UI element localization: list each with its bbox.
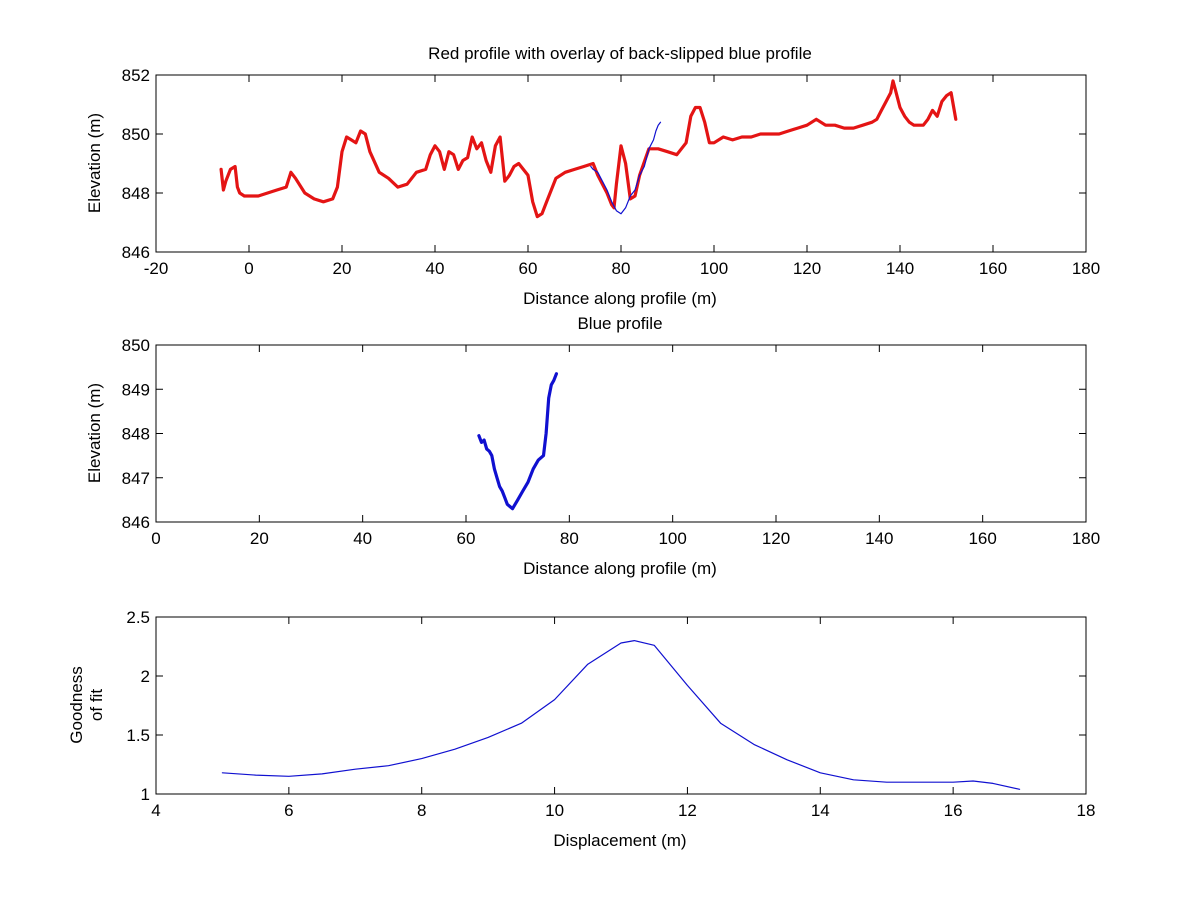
y-axis-label: Goodness of fit (67, 666, 106, 744)
series-group (477, 372, 559, 511)
x-tick-label: 16 (944, 801, 963, 820)
x-tick-label: 120 (793, 259, 821, 278)
blue-profile-panel: Blue profile 0 20 40 60 80 100 120 140 160 180 846… (85, 314, 1100, 578)
tick-group: 0 20 40 60 80 100 120 140 160 180 846 847 848 849 850 (122, 336, 1101, 548)
x-tick-label: 80 (612, 259, 631, 278)
series-group (219, 79, 958, 219)
y-tick-label: 848 (122, 184, 150, 203)
x-tick-label: 120 (762, 529, 790, 548)
y-tick-label: 848 (122, 425, 150, 444)
y-tick-label: 1 (141, 785, 150, 804)
x-tick-label: 180 (1072, 529, 1100, 548)
goodness-of-fit-line (221, 639, 1021, 790)
x-axis-label: Distance along profile (m) (523, 559, 717, 578)
tick-group: -20 0 20 40 60 80 100 120 140 160 180 846 848 850 852 (122, 66, 1101, 278)
x-axis-label: Distance along profile (m) (523, 289, 717, 308)
red-profile-line (219, 79, 958, 219)
x-tick-label: 0 (151, 529, 160, 548)
panel-title: Red profile with overlay of back-slipped… (428, 44, 812, 63)
x-tick-label: 6 (284, 801, 293, 820)
x-tick-label: 18 (1077, 801, 1096, 820)
y-tick-label: 846 (122, 513, 150, 532)
x-tick-label: 10 (545, 801, 564, 820)
blue-profile-line (477, 372, 559, 511)
y-axis-label: Elevation (m) (85, 113, 104, 213)
x-tick-label: 20 (333, 259, 352, 278)
y-tick-label: 849 (122, 380, 150, 399)
y-tick-label: 846 (122, 243, 150, 262)
x-tick-label: 140 (886, 259, 914, 278)
y-axis-label-line-1: Goodness (67, 666, 86, 744)
x-tick-label: 160 (979, 259, 1007, 278)
y-tick-label: 847 (122, 469, 150, 488)
x-tick-label: 4 (151, 801, 160, 820)
y-axis-label: Elevation (m) (85, 383, 104, 483)
series-group (221, 639, 1021, 790)
y-tick-label: 850 (122, 125, 150, 144)
panel-title: Blue profile (577, 314, 662, 333)
x-tick-label: 180 (1072, 259, 1100, 278)
x-tick-label: 14 (811, 801, 830, 820)
y-tick-label: 2 (141, 667, 150, 686)
axes-box (155, 616, 1087, 795)
x-tick-label: 100 (658, 529, 686, 548)
x-tick-label: 60 (457, 529, 476, 548)
x-tick-label: 12 (678, 801, 697, 820)
y-tick-label: 850 (122, 336, 150, 355)
y-tick-label: 1.5 (126, 726, 150, 745)
back-slipped-blue-profile-line (590, 121, 662, 215)
x-tick-label: 160 (968, 529, 996, 548)
x-tick-label: 40 (426, 259, 445, 278)
x-tick-label: 140 (865, 529, 893, 548)
goodness-of-fit-panel: 4 6 8 10 12 14 16 18 1 1.5 2 2.5 Displacement (m) G… (67, 608, 1095, 850)
axes-box (155, 344, 1087, 523)
x-tick-label: 0 (244, 259, 253, 278)
x-tick-label: 60 (519, 259, 538, 278)
x-tick-label: 80 (560, 529, 579, 548)
tick-group: 4 6 8 10 12 14 16 18 1 1.5 2 2.5 (126, 608, 1095, 820)
x-tick-label: 20 (250, 529, 269, 548)
red-profile-panel: Red profile with overlay of back-slipped… (85, 44, 1100, 308)
x-tick-label: 40 (353, 529, 372, 548)
y-tick-label: 2.5 (126, 608, 150, 627)
y-axis-label-line-2: of fit (87, 689, 106, 721)
y-tick-label: 852 (122, 66, 150, 85)
x-tick-label: -20 (144, 259, 169, 278)
x-axis-label: Displacement (m) (553, 831, 686, 850)
axes-box (155, 74, 1087, 253)
x-tick-label: 100 (700, 259, 728, 278)
x-tick-label: 8 (417, 801, 426, 820)
